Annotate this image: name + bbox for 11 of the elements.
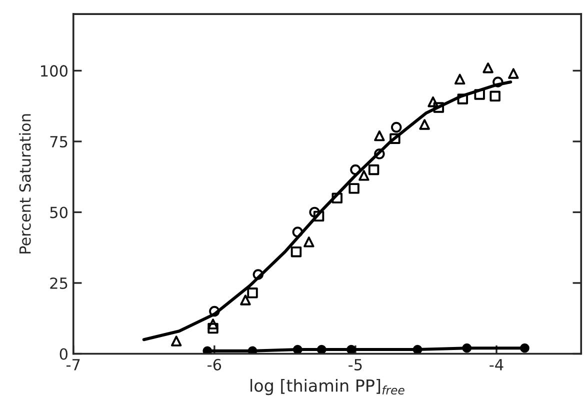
y-axis-title: Percent Saturation bbox=[19, 114, 31, 254]
y-tick-label: 100 bbox=[41, 65, 68, 77]
y-tick-label: 50 bbox=[50, 206, 68, 218]
x-tick-label: -6 bbox=[208, 358, 222, 370]
x-tick-label: -7 bbox=[66, 359, 80, 370]
x-axis-title: log [thiamin PP]$_{free}$ bbox=[250, 378, 404, 396]
y-tick-label: 25 bbox=[50, 277, 68, 290]
x-tick-label: -4 bbox=[490, 359, 504, 370]
y-tick-label: 75 bbox=[50, 136, 68, 148]
y-tick-label: 0 bbox=[60, 348, 68, 360]
x-tick-label: -5 bbox=[348, 359, 362, 370]
